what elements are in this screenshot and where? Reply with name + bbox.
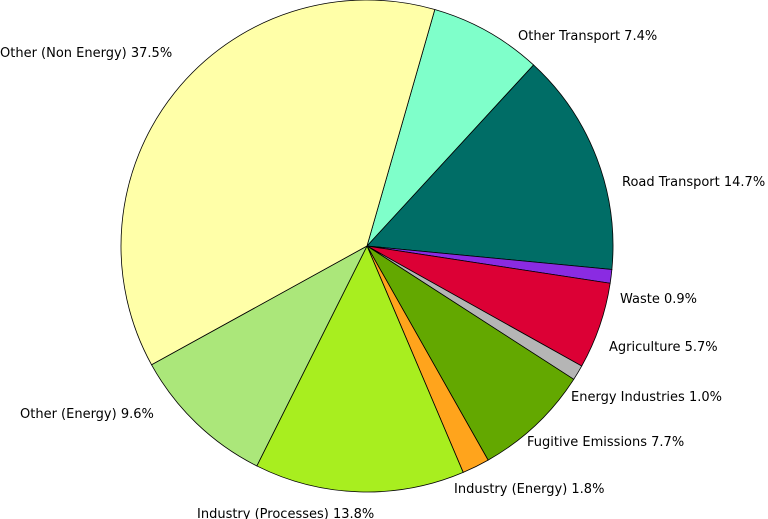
pie-slice-fugitive-emissions [366,245,575,461]
pie-label-industry-energy: Industry (Energy) 1.8% [454,482,604,497]
pie-label-energy-industries: Energy Industries 1.0% [571,390,722,405]
pie-label-other-transport: Other Transport 7.4% [518,29,657,44]
pie-label-waste: Waste 0.9% [620,292,697,307]
pie-label-other-energy: Other (Energy) 9.6% [20,407,154,422]
pie-labels: Other Transport 7.4% Road Transport 14.7%… [0,29,765,519]
pie-label-fugitive-emissions: Fugitive Emissions 7.7% [527,435,684,450]
pie-label-other-non-energy: Other (Non Energy) 37.5% [0,46,172,61]
pie-slice-other-transport [366,9,535,247]
pie-label-agriculture: Agriculture 5.7% [609,340,718,355]
pie-label-road-transport: Road Transport 14.7% [622,175,765,190]
pie-slices [120,0,614,493]
pie-slice-other-energy [151,245,368,467]
pie-slice-industry-processes [256,245,464,493]
pie-label-industry-processes: Industry (Processes) 13.8% [197,507,374,519]
pie-slice-other-non-energy [120,0,436,366]
pie-slice-road-transport [366,64,614,270]
